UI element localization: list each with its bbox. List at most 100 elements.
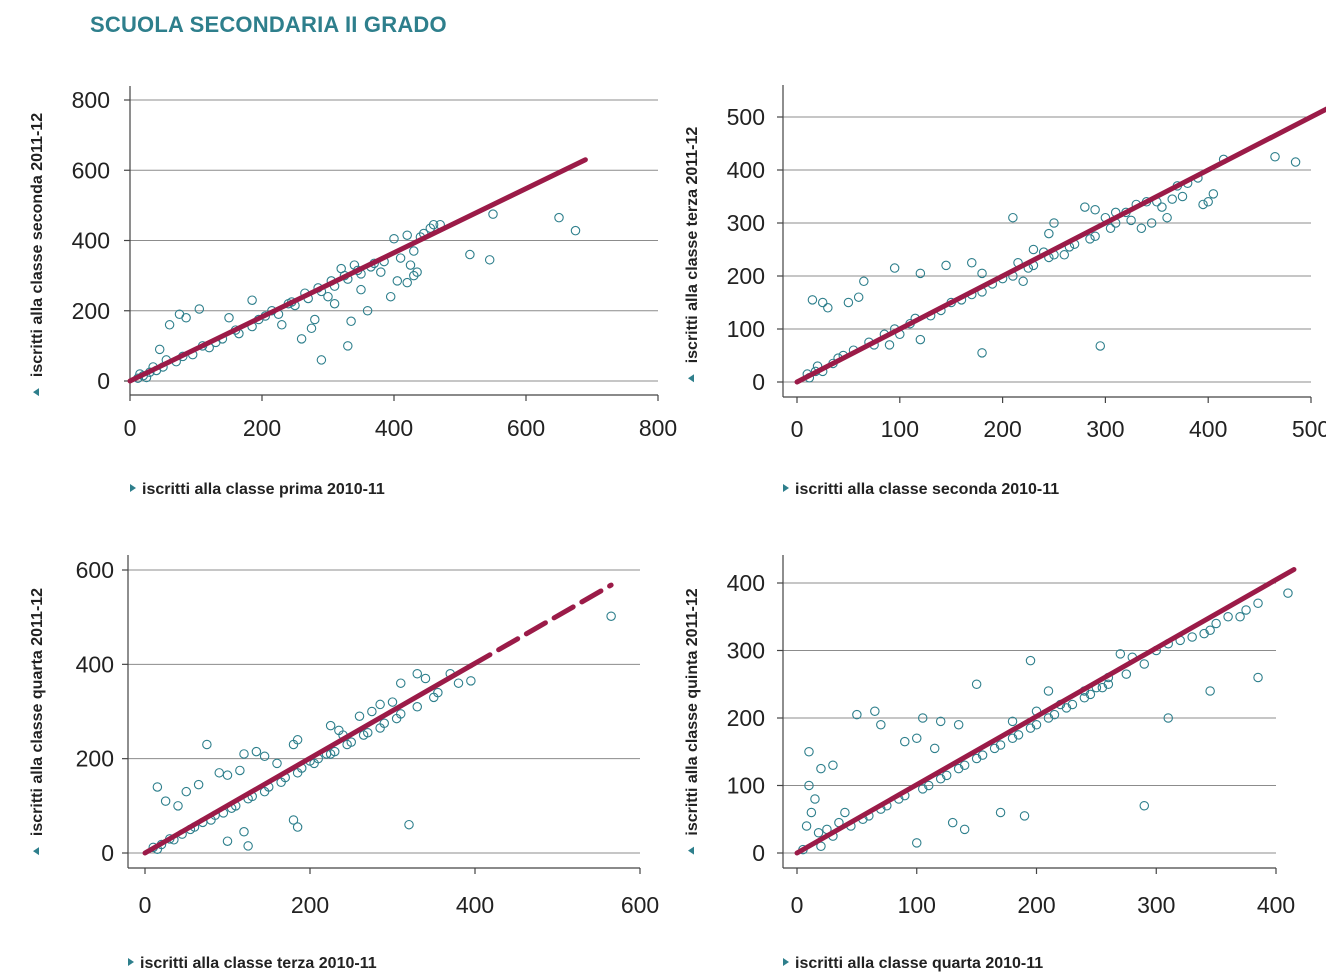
data-point	[329, 298, 340, 309]
y-tick-label: 300	[727, 638, 765, 664]
data-point	[1126, 215, 1136, 226]
data-point	[404, 819, 414, 830]
data-point	[971, 679, 982, 689]
data-point	[272, 758, 282, 769]
data-point	[1270, 152, 1280, 162]
data-point	[995, 807, 1006, 818]
data-point	[296, 334, 307, 344]
data-point	[235, 765, 245, 776]
data-point	[1085, 234, 1095, 244]
data-point	[804, 746, 814, 757]
data-point	[810, 794, 820, 804]
data-point	[1162, 212, 1172, 223]
data-point	[484, 255, 495, 265]
data-point	[817, 297, 828, 308]
data-point	[428, 692, 439, 703]
data-point	[1167, 194, 1177, 204]
data-point	[453, 678, 464, 688]
data-point	[570, 225, 581, 236]
y-label-marker-icon	[33, 847, 39, 856]
data-point	[224, 313, 234, 323]
data-point	[1007, 733, 1018, 743]
fit-line	[794, 106, 1326, 385]
data-point	[412, 669, 422, 679]
data-point	[356, 284, 366, 295]
data-point	[1090, 205, 1100, 215]
data-point	[870, 706, 880, 716]
data-point	[801, 821, 812, 831]
x-axis-label: iscritti alla classe seconda 2010-11	[795, 481, 1059, 498]
data-point	[852, 709, 862, 720]
data-point	[884, 340, 895, 350]
data-point	[823, 303, 833, 313]
y-label-marker-icon	[33, 388, 39, 397]
y-axis-label-group: iscritti alla classe quarta 2011-12	[29, 588, 46, 856]
data-point	[1163, 713, 1173, 723]
x-label-marker-icon	[130, 484, 136, 492]
data-point	[342, 739, 352, 750]
x-axis-label: iscritti alla classe prima 2010-11	[142, 481, 385, 498]
y-tick-label: 0	[101, 840, 114, 866]
data-point	[325, 720, 336, 731]
data-point	[164, 320, 175, 330]
data-point	[813, 827, 824, 838]
data-point	[376, 267, 386, 277]
y-tick-label: 400	[727, 570, 765, 596]
data-point	[935, 716, 946, 727]
data-point	[362, 305, 373, 316]
data-point	[316, 355, 327, 365]
data-point	[929, 743, 940, 754]
data-point	[323, 291, 333, 302]
x-tick-label: 200	[1017, 892, 1055, 918]
y-tick-label: 100	[727, 773, 765, 799]
y-axis-label: iscritti alla classe seconda 2011-12	[29, 113, 46, 377]
data-point	[251, 746, 262, 757]
data-point	[859, 276, 869, 287]
data-point	[917, 713, 928, 723]
x-axis-label: iscritti alla classe quarta 2010-11	[795, 955, 1043, 972]
data-point	[828, 760, 838, 770]
data-point	[1205, 625, 1215, 635]
data-point	[1007, 716, 1018, 727]
data-point	[1187, 632, 1197, 642]
data-point	[1146, 218, 1157, 228]
y-tick-label: 300	[727, 210, 765, 236]
y-tick-label: 0	[752, 840, 765, 866]
y-axis-label: iscritti alla classe quarta 2011-12	[29, 588, 46, 836]
data-point	[392, 276, 403, 286]
data-point	[409, 270, 419, 281]
data-point	[889, 263, 900, 273]
data-point	[917, 784, 928, 794]
data-point	[152, 782, 163, 792]
data-point	[343, 341, 353, 351]
y-tick-label: 400	[72, 228, 110, 254]
data-point	[1043, 686, 1054, 696]
data-point	[259, 751, 270, 762]
data-point	[259, 786, 270, 797]
data-point	[1290, 157, 1301, 167]
data-point	[466, 676, 476, 686]
y-axis-label-group: iscritti alla classe terza 2011-12	[684, 127, 701, 383]
fit-line	[127, 157, 588, 384]
data-point	[804, 780, 814, 791]
data-point	[428, 219, 439, 230]
data-point	[935, 773, 946, 784]
data-point	[405, 260, 416, 270]
data-point	[900, 736, 910, 747]
chart-panel-3: 0 200 400 600 0 200 400 600 iscritti alla classe…	[29, 555, 659, 972]
data-point	[310, 314, 320, 325]
data-point	[977, 268, 987, 279]
data-point	[1198, 199, 1208, 210]
data-point	[222, 770, 233, 780]
data-point	[354, 711, 365, 721]
data-point	[977, 348, 987, 358]
data-point	[181, 786, 192, 797]
data-point	[953, 719, 964, 730]
data-point	[554, 212, 564, 223]
data-point	[154, 344, 165, 355]
data-point	[1235, 611, 1245, 622]
data-point	[1028, 244, 1039, 255]
data-point	[292, 735, 303, 745]
fit-line	[142, 663, 474, 856]
data-point	[309, 758, 319, 769]
